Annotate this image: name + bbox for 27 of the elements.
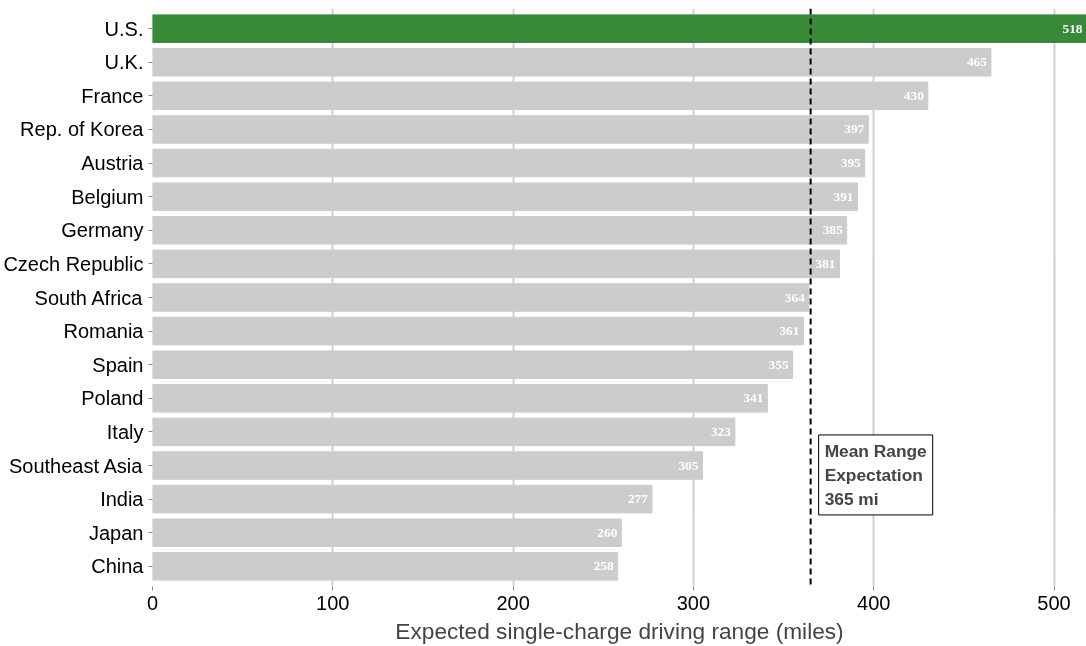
y-tick-label: Austria — [81, 152, 145, 175]
x-tick-label: 300 — [676, 591, 711, 614]
y-tick-label: South Africa — [34, 286, 144, 309]
y-tick-label: Japan — [89, 521, 144, 544]
data-label: 518 — [1062, 20, 1083, 36]
ref-line-label: Mean Range Expectation 365 mi — [824, 440, 928, 509]
y-tick-label: Germany — [61, 219, 144, 242]
y-tick-label: France — [81, 84, 144, 107]
y-tick-label: Southeast Asia — [8, 454, 144, 477]
x-tick-label: 0 — [146, 591, 159, 614]
x-tick-label: 500 — [1037, 591, 1071, 614]
x-axis-title: Expected single-charge driving range (miles) — [395, 617, 844, 644]
y-tick-label: Poland — [81, 387, 144, 410]
y-tick-label: U.S. — [104, 17, 144, 40]
y-tick-label: Italy — [106, 420, 144, 443]
x-tick-label: 400 — [857, 591, 891, 614]
y-tick-label: Spain — [92, 353, 144, 376]
y-tick-label: Rep. of Korea — [20, 118, 145, 141]
x-tick-label: 200 — [496, 591, 530, 614]
y-tick-label: Belgium — [71, 185, 144, 208]
y-tick-label: Romania — [63, 320, 145, 343]
y-tick-label: India — [100, 488, 145, 511]
x-tick-label: 100 — [316, 591, 350, 614]
y-tick-label: Czech Republic — [3, 252, 144, 275]
y-tick-label: U.K. — [104, 51, 144, 74]
bar — [152, 14, 1086, 43]
y-tick-label: China — [91, 555, 145, 578]
